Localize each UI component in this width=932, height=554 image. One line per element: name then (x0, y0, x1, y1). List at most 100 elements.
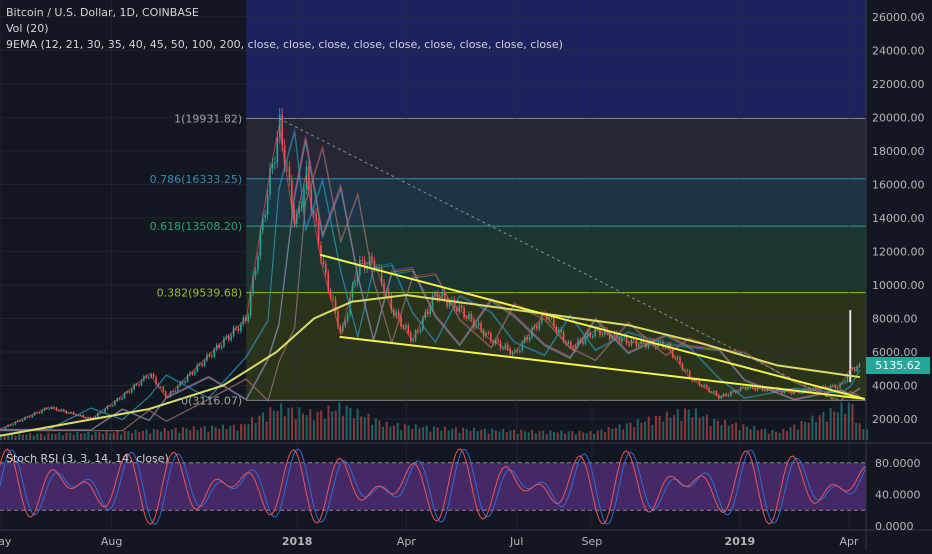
candle-body (477, 323, 480, 326)
volume-bar (109, 433, 112, 440)
candle-body (169, 391, 172, 397)
candle-body (781, 390, 783, 394)
volume-bar (844, 413, 847, 440)
volume-bar (694, 408, 697, 440)
volume-bar (611, 428, 614, 440)
candle-body (281, 114, 283, 146)
candle-body (283, 145, 286, 166)
candle-body (232, 327, 235, 336)
candle-body (72, 411, 75, 415)
candle-body (254, 270, 257, 277)
chart-legend: Bitcoin / U.S. Dollar, 1D, COINBASE Vol … (6, 5, 563, 53)
candle-body (526, 337, 528, 341)
price-tick-label: 4000.00 (872, 380, 918, 393)
candle-body (497, 339, 499, 342)
candle-body (337, 311, 339, 327)
candle-body (172, 391, 174, 393)
volume-bar (447, 430, 450, 440)
volume-bar (21, 434, 24, 440)
volume-bar (614, 427, 617, 440)
stoch-rsi-label[interactable]: Stoch RSI (3, 3, 14, 14, close) (6, 452, 169, 465)
price-tick-label: 26000.00 (872, 11, 925, 24)
candle-body (536, 325, 538, 329)
volume-indicator-label[interactable]: Vol (20) (6, 22, 49, 35)
volume-bar (189, 430, 192, 440)
candle-body (114, 401, 116, 406)
volume-bar (229, 425, 232, 440)
fib-band (246, 178, 866, 227)
candle-body (334, 299, 337, 312)
volume-bar (716, 420, 719, 440)
candle-body (106, 405, 109, 410)
candle-body (853, 368, 856, 371)
candle-body (104, 409, 106, 413)
candle-body (147, 377, 150, 379)
candle-body (298, 206, 300, 214)
volume-bar (422, 427, 425, 440)
volume-bar (90, 434, 93, 440)
volume-bar (753, 425, 756, 440)
volume-bar (294, 419, 297, 440)
ema-line (0, 135, 861, 431)
candle-body (441, 292, 444, 297)
candle-body (145, 376, 148, 378)
candle-body (783, 390, 786, 394)
candle-body (118, 398, 121, 400)
volume-bar (331, 411, 334, 440)
candle-body (247, 315, 250, 321)
ema-line (0, 142, 861, 431)
candle-body (567, 342, 570, 345)
candle-body (138, 384, 140, 386)
candle-body (514, 350, 516, 353)
candle-body (325, 263, 327, 273)
candle-body (356, 274, 359, 284)
candle-body (130, 389, 133, 393)
candle-body (528, 337, 531, 341)
candle-body (339, 326, 342, 332)
candle-body (249, 293, 252, 316)
volume-bar (280, 403, 283, 440)
volume-bar (622, 429, 625, 440)
candle-body (730, 391, 732, 396)
candle-body (693, 378, 696, 382)
candle-body (4, 426, 7, 429)
candle-body (647, 343, 650, 348)
volume-bar (807, 422, 810, 440)
candle-body (504, 344, 507, 349)
candle-body (829, 385, 832, 390)
volume-bar (633, 427, 636, 440)
symbol-title[interactable]: Bitcoin / U.S. Dollar, 1D, COINBASE (6, 6, 199, 19)
candle-body (715, 391, 718, 395)
candle-body (713, 391, 715, 393)
volume-bar (414, 424, 417, 440)
volume-bar (61, 435, 64, 440)
candle-body (317, 221, 320, 246)
candle-body (684, 369, 686, 371)
volume-bar (815, 422, 818, 440)
volume-bar (418, 428, 421, 440)
candle-body (453, 299, 456, 309)
fib-band (246, 118, 866, 179)
volume-bar (836, 412, 839, 440)
volume-bar (32, 435, 35, 440)
candle-body (310, 189, 313, 212)
price-tick-label: 8000.00 (872, 312, 918, 325)
candle-body (764, 390, 766, 392)
volume-bar (593, 433, 596, 440)
volume-bar (866, 429, 868, 440)
candle-body (409, 332, 412, 341)
ema-indicator-label[interactable]: 9EMA (12, 21, 30, 35, 40, 45, 50, 100, 2… (6, 38, 563, 51)
volume-bar (211, 425, 214, 440)
candle-body (460, 305, 463, 308)
volume-bar (116, 430, 119, 440)
candle-body (133, 384, 136, 390)
candle-body (841, 382, 844, 384)
candle-body (676, 357, 679, 359)
volume-bar (236, 430, 239, 440)
candle-body (414, 331, 417, 340)
candle-body (669, 343, 672, 349)
volume-bar (589, 431, 592, 440)
volume-bar (829, 407, 832, 440)
candle-body (443, 292, 446, 300)
